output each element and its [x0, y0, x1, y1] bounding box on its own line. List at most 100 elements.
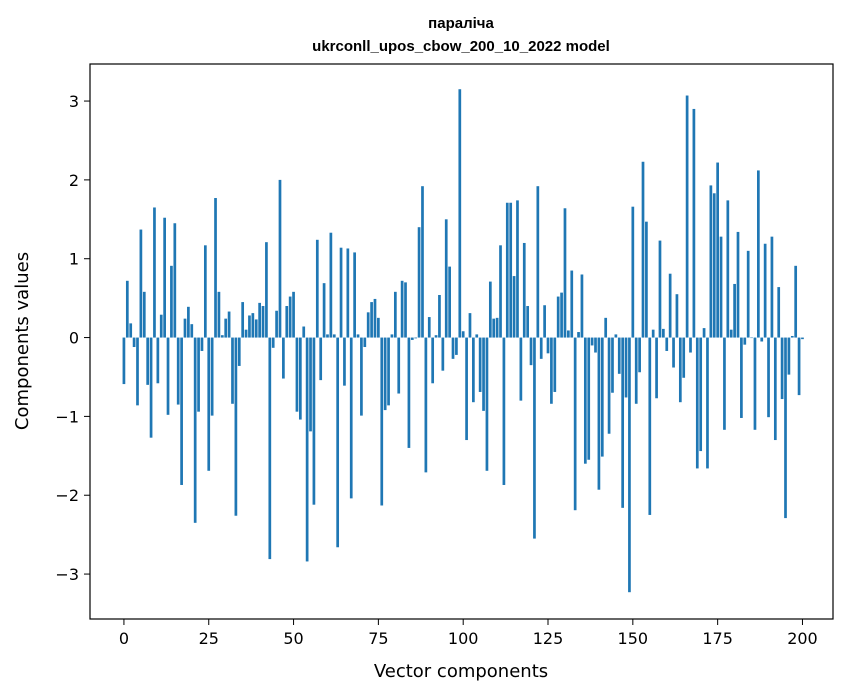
bar-149 — [628, 337, 631, 593]
bar-109 — [492, 318, 496, 338]
bar-165 — [682, 337, 686, 378]
bar-183 — [743, 337, 747, 345]
bar-32 — [231, 337, 234, 404]
bar-15 — [173, 223, 177, 338]
bar-99 — [458, 89, 462, 338]
bar-81 — [397, 337, 401, 394]
bar-123 — [539, 337, 543, 359]
bar-105 — [478, 337, 482, 392]
bar-179 — [729, 329, 733, 338]
bar-68 — [353, 252, 356, 338]
bar-69 — [356, 334, 360, 338]
bar-59 — [322, 283, 326, 338]
bar-94 — [441, 337, 445, 371]
bar-191 — [770, 236, 774, 338]
bar-108 — [488, 281, 492, 338]
bar-188 — [760, 337, 764, 342]
bar-102 — [468, 313, 472, 338]
bar-13 — [166, 337, 170, 415]
bar-37 — [248, 315, 251, 338]
bar-126 — [550, 337, 553, 404]
bar-159 — [662, 328, 665, 338]
bar-42 — [265, 242, 268, 338]
bar-51 — [295, 337, 299, 412]
bar-20 — [190, 324, 194, 338]
bar-22 — [197, 337, 200, 412]
bar-100 — [461, 331, 465, 338]
bar-60 — [326, 334, 329, 338]
bar-83 — [404, 282, 407, 338]
bar-148 — [624, 337, 628, 398]
bar-157 — [655, 337, 658, 399]
bar-118 — [522, 242, 526, 338]
bar-28 — [217, 291, 221, 338]
bar-130 — [563, 208, 567, 338]
bar-127 — [553, 337, 557, 392]
bar-200 — [801, 337, 804, 340]
bar-57 — [315, 239, 319, 338]
y-tick-label: 3 — [69, 92, 79, 111]
x-tick-label: 200 — [787, 629, 818, 648]
bar-6 — [142, 291, 146, 338]
bar-147 — [621, 337, 625, 508]
bar-198 — [794, 265, 798, 338]
bar-150 — [631, 206, 635, 338]
bar-172 — [706, 337, 709, 469]
bar-67 — [349, 337, 353, 499]
bar-114 — [509, 202, 513, 338]
bar-11 — [159, 314, 163, 338]
bar-138 — [590, 337, 594, 346]
bar-16 — [176, 337, 180, 405]
bar-117 — [519, 337, 523, 401]
chart-title-line-1: параліча — [428, 15, 494, 32]
bar-156 — [651, 329, 655, 338]
bar-184 — [746, 250, 750, 338]
bar-186 — [753, 337, 757, 430]
bar-137 — [587, 337, 591, 460]
bar-151 — [634, 337, 638, 404]
x-tick-label: 50 — [283, 629, 303, 648]
bar-84 — [407, 337, 411, 448]
bar-176 — [719, 236, 723, 338]
x-axis-ticks: 0 25 50 75 100 125 150 175 200 — [119, 619, 818, 648]
y-axis-label: Components values — [12, 252, 33, 430]
bar-185 — [750, 337, 753, 339]
bar-85 — [410, 337, 414, 340]
bar-111 — [499, 245, 502, 338]
bar-54 — [305, 337, 309, 562]
bar-112 — [502, 337, 506, 485]
bar-133 — [573, 337, 577, 511]
bar-163 — [675, 294, 679, 338]
plot-frame — [89, 63, 834, 620]
bar-43 — [268, 337, 272, 560]
bar-7 — [146, 337, 150, 385]
bar-34 — [237, 337, 241, 366]
bar-158 — [658, 240, 662, 338]
bar-155 — [648, 337, 652, 515]
y-tick-label: −2 — [55, 486, 79, 505]
x-tick-label: 150 — [618, 629, 649, 648]
bar-154 — [645, 221, 648, 338]
bar-101 — [465, 337, 468, 441]
bar-168 — [692, 108, 696, 338]
bar-90 — [427, 317, 431, 338]
y-axis-ticks: −3 −2 −1 0 1 2 3 — [55, 92, 90, 584]
bar-187 — [757, 170, 760, 338]
bar-131 — [567, 330, 570, 338]
x-tick-label: 75 — [368, 629, 388, 648]
bar-182 — [740, 337, 743, 418]
bar-115 — [512, 276, 516, 338]
bar-71 — [363, 337, 367, 348]
bar-162 — [672, 337, 675, 368]
y-tick-label: 2 — [69, 171, 79, 190]
bar-135 — [580, 274, 584, 338]
bar-79 — [390, 334, 394, 338]
bar-197 — [790, 335, 794, 338]
bar-9 — [153, 207, 156, 338]
bar-143 — [607, 337, 611, 434]
bar-75 — [377, 317, 380, 338]
x-tick-label: 100 — [448, 629, 479, 648]
bar-46 — [278, 179, 282, 338]
bar-31 — [227, 311, 231, 338]
bar-142 — [604, 317, 608, 338]
